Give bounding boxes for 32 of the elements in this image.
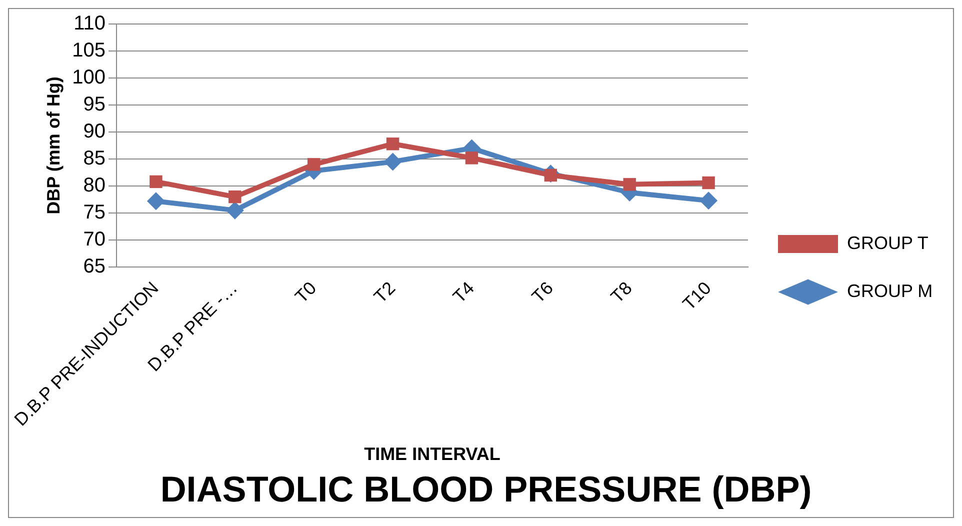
y-axis-title: DBP (mm of Hg) — [43, 76, 64, 214]
legend-label: GROUP T — [847, 232, 928, 253]
y-tick-label: 85 — [83, 148, 106, 170]
point — [623, 178, 636, 191]
y-tick-label: 110 — [74, 12, 106, 35]
y-tick-label: 95 — [83, 94, 106, 116]
point — [146, 192, 165, 210]
x-tick-label: T6 — [528, 278, 557, 307]
x-tick-label: T8 — [606, 278, 636, 307]
legend-label: GROUP M — [847, 280, 933, 301]
point — [700, 192, 718, 210]
y-tick-label: 75 — [83, 202, 106, 224]
point — [150, 175, 162, 188]
text: DIASTOLIC BLOOD PRESSURE (DBP) — [160, 468, 812, 510]
y-tick-label: 90 — [83, 120, 106, 143]
x-tick-label: T0 — [291, 278, 320, 307]
x-tick-label: T2 — [370, 278, 400, 307]
point — [386, 138, 400, 150]
x-axis-title: TIME INTERVAL — [364, 444, 500, 464]
y-tick-label: 70 — [83, 228, 106, 251]
point — [384, 152, 402, 171]
x-tick-label: T10 — [678, 278, 715, 314]
x-tick-label: T4 — [449, 278, 478, 307]
y-tick-label: 80 — [83, 174, 106, 197]
point — [307, 158, 320, 171]
point — [702, 176, 715, 190]
point — [465, 152, 478, 164]
y-tick-label: 65 — [83, 256, 106, 278]
y-tick-label: 105 — [72, 40, 106, 62]
y-tick-label: 100 — [72, 66, 106, 89]
point — [226, 201, 244, 220]
point — [228, 190, 242, 204]
